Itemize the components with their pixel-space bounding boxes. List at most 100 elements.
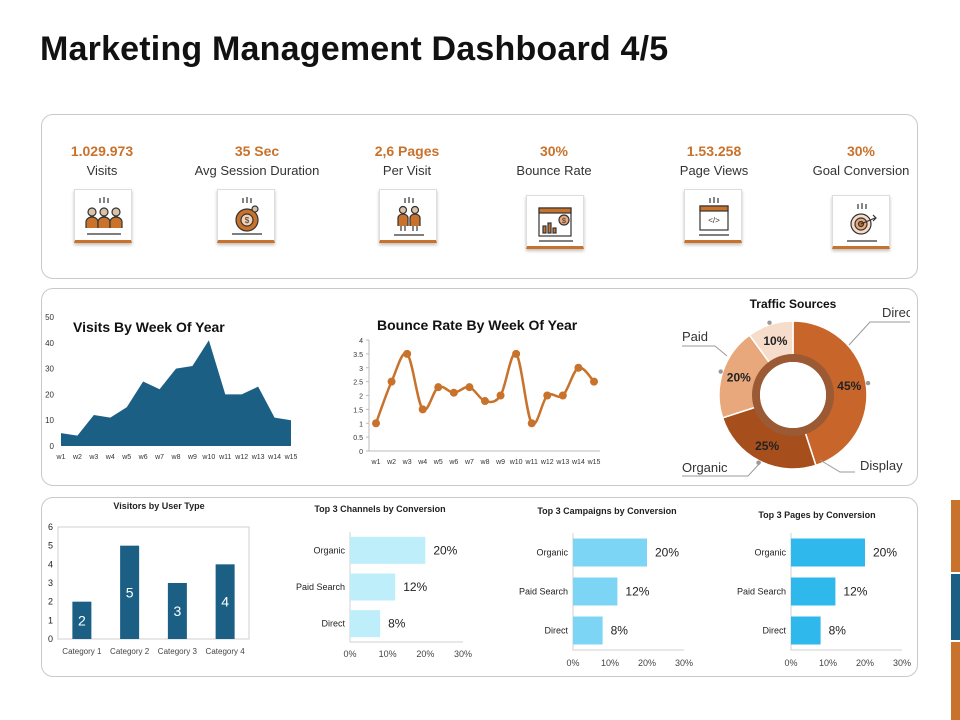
bounce-x-tick: w14 <box>571 459 585 466</box>
bounce-point-w11 <box>527 419 536 428</box>
usertype-y-tick: 0 <box>48 634 53 644</box>
kpi-label: Avg Session Duration <box>194 163 320 178</box>
hbar-category-label: Paid Search <box>737 587 786 597</box>
campaigns-chart-title: Top 3 Campaigns by Conversion <box>537 506 676 516</box>
bounce-y-tick: 3.5 <box>353 352 363 359</box>
usertype-y-tick: 1 <box>48 615 53 625</box>
visits-x-tick: w4 <box>105 454 115 461</box>
kpi-value: 30% <box>539 143 569 159</box>
bounce-point-w7 <box>465 383 474 392</box>
hbar-value-label: 20% <box>433 543 457 557</box>
hbar-category-label: Paid Search <box>296 582 345 592</box>
bounce-y-tick: 2 <box>359 394 363 401</box>
code-page-icon: </> <box>684 189 742 243</box>
hbar-category-label: Organic <box>536 548 568 558</box>
usertype-x-tick: Category 3 <box>158 647 198 656</box>
usertype-y-tick: 4 <box>48 559 53 569</box>
bounce-x-tick: w12 <box>540 459 554 466</box>
hbar-x-tick: 30% <box>893 658 911 668</box>
usertype-chart-title: Visitors by User Type <box>113 501 204 511</box>
callout-line-display <box>819 459 855 473</box>
bounce-line <box>374 352 595 426</box>
svg-text:$: $ <box>562 218 566 225</box>
bounce-x-tick: w3 <box>402 459 412 466</box>
hbar-value-label: 8% <box>611 624 629 638</box>
traffic-sources-donut: Traffic Sources 45% 25% 20% 10% Direct Disp… <box>682 297 910 477</box>
visits-x-tick: w12 <box>234 454 248 461</box>
usertype-x-tick: Category 2 <box>110 647 150 656</box>
bounce-x-tick: w1 <box>371 459 381 466</box>
visits-x-tick: w13 <box>251 454 265 461</box>
hbar-x-tick: 20% <box>638 658 656 668</box>
hbar-x-tick: 30% <box>454 649 472 659</box>
visits-x-tick: w10 <box>201 454 215 461</box>
hbar-category-label: Organic <box>754 548 786 558</box>
hbar-category-label: Direct <box>544 626 568 636</box>
usertype-y-tick: 5 <box>48 541 53 551</box>
top-campaigns-chart: Top 3 Campaigns by Conversion 0% 10% 20% 30… <box>519 506 693 668</box>
bounce-x-tick: w11 <box>525 459 538 466</box>
visits-x-tick: w5 <box>121 454 131 461</box>
bounce-point-w14 <box>574 363 583 372</box>
hbar-category-label: Direct <box>762 626 786 636</box>
visits-x-tick: w7 <box>154 454 164 461</box>
bounce-point-w15 <box>590 377 598 386</box>
bounce-x-tick: w5 <box>433 459 443 466</box>
visits-y-tick: 20 <box>45 390 54 399</box>
hbar-bar-direct <box>791 616 821 645</box>
bounce-x-tick: w4 <box>417 459 427 466</box>
bounce-x-tick: w13 <box>555 459 569 466</box>
visits-x-tick: w6 <box>138 454 148 461</box>
hbar-bar-organic <box>573 538 647 567</box>
callout-line-organic <box>682 461 762 477</box>
bounce-point-w9 <box>496 391 505 400</box>
hbar-x-tick: 20% <box>856 658 874 668</box>
channels-chart-title: Top 3 Channels by Conversion <box>314 504 445 514</box>
bounce-x-tick: w7 <box>464 459 474 466</box>
traffic-chart-title: Traffic Sources <box>750 297 837 311</box>
traffic-slice-label: 10% <box>763 334 787 348</box>
donut-hole <box>760 362 826 428</box>
hbar-value-label: 20% <box>655 546 679 560</box>
usertype-y-tick: 6 <box>48 522 53 532</box>
kpi-label: Visits <box>86 163 118 178</box>
pages-chart-title: Top 3 Pages by Conversion <box>758 510 875 520</box>
bounce-y-tick: 4 <box>359 338 363 345</box>
hbar-x-tick: 0% <box>343 649 356 659</box>
bounce-line-chart: Bounce Rate By Week Of Year 0 0.5 1 1.5 2 2.5… <box>353 317 600 466</box>
traffic-callout-dot <box>767 320 772 325</box>
hbar-category-label: Direct <box>321 619 345 629</box>
bounce-x-tick: w6 <box>448 459 458 466</box>
visits-x-tick: w9 <box>187 454 197 461</box>
hbar-category-label: Paid Search <box>519 587 568 597</box>
callout-line-direct <box>848 321 910 346</box>
svg-text:$: $ <box>245 216 250 225</box>
visits-x-tick: w1 <box>56 454 66 461</box>
hbar-bar-organic <box>791 538 865 567</box>
usertype-plot-frame <box>57 526 250 640</box>
hbar-x-tick: 0% <box>566 658 579 668</box>
visits-x-tick: w14 <box>267 454 281 461</box>
bounce-point-w6 <box>449 388 458 397</box>
users-icon <box>74 189 132 243</box>
traffic-legend-direct: Direct <box>882 305 910 320</box>
visits-x-tick: w15 <box>284 454 298 461</box>
usertype-bar-4 <box>215 564 235 639</box>
hbar-bar-direct <box>573 616 603 645</box>
donut-inner-ring <box>752 354 834 436</box>
usertype-bar-label: 2 <box>78 612 86 628</box>
page-title: Marketing Management Dashboard 4/5 <box>40 30 669 68</box>
kpi-session-duration: 35 Sec Avg Session Duration <box>177 115 337 178</box>
usertype-bar-3 <box>167 583 187 639</box>
bounce-x-tick: w10 <box>509 459 523 466</box>
bounce-point-w2 <box>387 377 396 386</box>
top-pages-chart: Top 3 Pages by Conversion 0% 10% 20% 30% Or… <box>737 510 911 668</box>
hbar-value-label: 20% <box>873 546 897 560</box>
decor-bar-orange-bottom <box>951 642 960 720</box>
visits-x-tick: w2 <box>72 454 82 461</box>
bounce-point-w5 <box>434 383 443 392</box>
visits-y-tick: 0 <box>50 442 55 451</box>
decor-bar-navy <box>951 574 960 640</box>
kpi-label: Per Visit <box>382 163 432 178</box>
hbar-x-tick: 10% <box>379 649 397 659</box>
